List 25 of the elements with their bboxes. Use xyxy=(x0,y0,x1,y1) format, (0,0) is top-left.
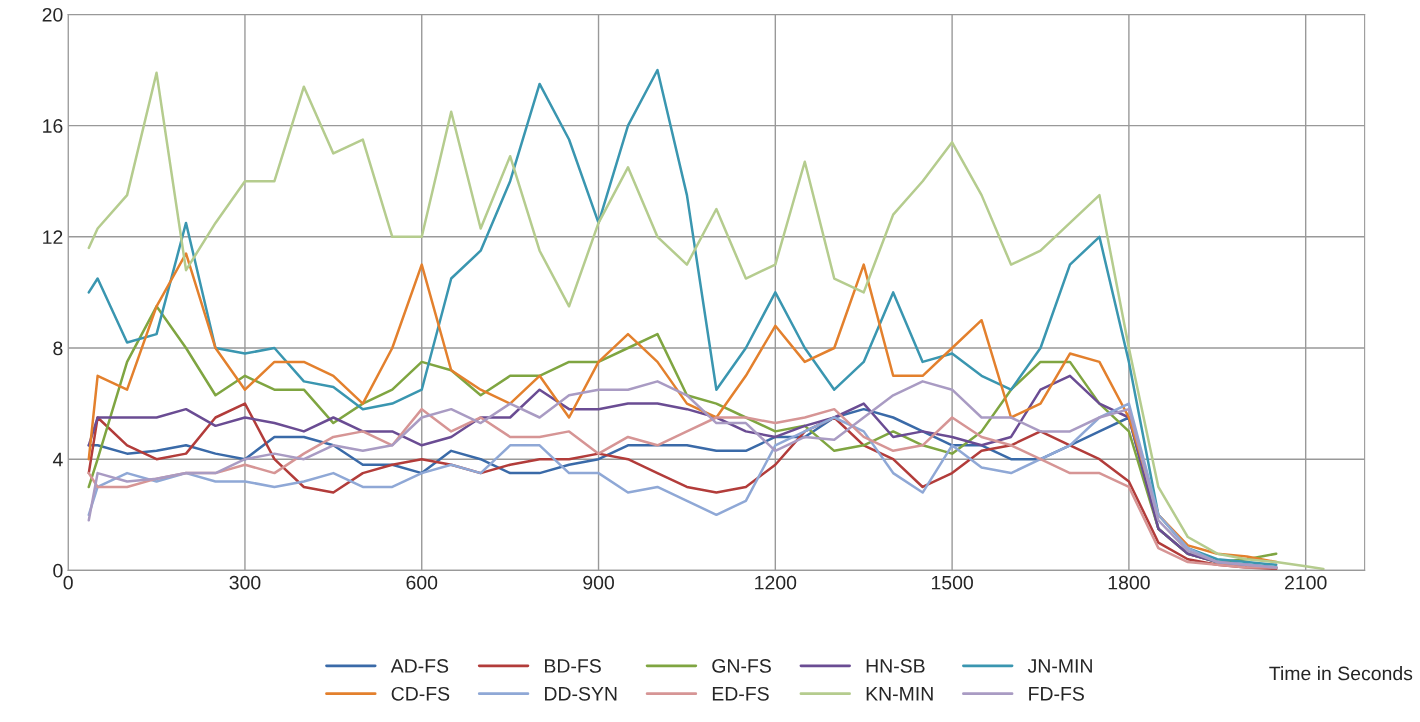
legend-label: JN-MIN xyxy=(1027,659,1092,673)
legend-label: KN-MIN xyxy=(866,687,933,701)
x-tick-label: 300 xyxy=(229,575,261,590)
y-tick-label: 0 xyxy=(53,563,63,578)
legend-label: HN-SB xyxy=(866,659,925,673)
y-tick-label: 16 xyxy=(43,119,63,133)
x-tick-label: 1200 xyxy=(755,575,797,590)
x-tick-label: 600 xyxy=(406,575,438,590)
y-tick-label: 20 xyxy=(42,7,63,22)
x-axis-title: Time in Seconds xyxy=(1269,666,1413,681)
legend-label: CD-FS xyxy=(391,686,450,701)
legend-label: FD-FS xyxy=(1029,686,1084,701)
x-tick-label: 0 xyxy=(63,575,73,590)
x-tick-label: 1800 xyxy=(1108,575,1150,590)
legend-label: AD-FS xyxy=(390,659,449,673)
y-tick-label: 4 xyxy=(52,452,63,467)
legend-label: ED-FS xyxy=(712,686,769,701)
legend-label: GN-FS xyxy=(712,659,771,673)
x-tick-label: 1500 xyxy=(931,575,973,590)
legend-label: DD-SYN xyxy=(545,686,617,701)
y-tick-label: 8 xyxy=(53,341,63,356)
x-tick-label: 900 xyxy=(583,575,614,590)
legend-label: BD-FS xyxy=(545,659,601,673)
x-tick-label: 2100 xyxy=(1285,575,1327,590)
y-tick-label: 12 xyxy=(43,230,63,244)
